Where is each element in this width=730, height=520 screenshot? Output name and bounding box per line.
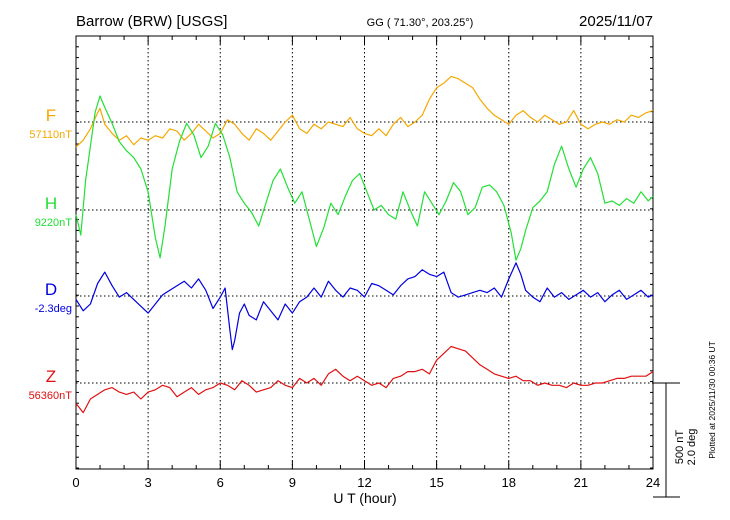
x-tick-labels: 0 3 6 9 12 15 18 21 24 <box>72 475 660 490</box>
series-layer <box>75 75 654 414</box>
series-line-h <box>75 95 654 261</box>
series-line-z <box>75 345 654 414</box>
coordinates-label: GG ( 71.30°, 203.25°) <box>367 17 474 29</box>
scale-nt-label: 500 nT <box>674 430 686 465</box>
series-line-d <box>75 262 654 351</box>
x-tick-label: 24 <box>646 475 660 490</box>
x-tick-label: 9 <box>289 475 296 490</box>
x-axis-label: U T (hour) <box>333 490 396 506</box>
x-tick-label: 18 <box>502 475 516 490</box>
series-baseline-z: 56360nT <box>29 390 73 402</box>
series-baseline-d: -2.3deg <box>35 303 72 315</box>
series-labels: F 57110nT H 9220nT D -2.3deg Z 56360nT <box>29 106 73 402</box>
axis-ticks <box>75 35 654 469</box>
series-name-h: H <box>45 194 57 213</box>
x-tick-label: 21 <box>574 475 588 490</box>
x-tick-label: 3 <box>145 475 152 490</box>
station-title: Barrow (BRW) [USGS] <box>76 13 227 30</box>
scale-deg-label: 2.0 deg <box>686 429 698 466</box>
series-name-d: D <box>45 280 57 299</box>
x-tick-label: 0 <box>72 475 79 490</box>
x-tick-label: 6 <box>217 475 224 490</box>
series-baseline-h: 9220nT <box>35 217 73 229</box>
series-name-z: Z <box>46 367 56 386</box>
series-line-f <box>75 75 654 148</box>
date-label: 2025/11/07 <box>579 13 653 30</box>
x-tick-label: 15 <box>429 475 443 490</box>
scale-bar: 500 nT 2.0 deg <box>653 382 698 498</box>
series-name-f: F <box>46 106 56 125</box>
x-tick-label: 12 <box>357 475 371 490</box>
series-baseline-f: 57110nT <box>29 129 72 141</box>
grid-lines <box>76 36 653 469</box>
plotted-timestamp: Plotted at 2025/11/30 00:36 UT <box>707 341 717 459</box>
